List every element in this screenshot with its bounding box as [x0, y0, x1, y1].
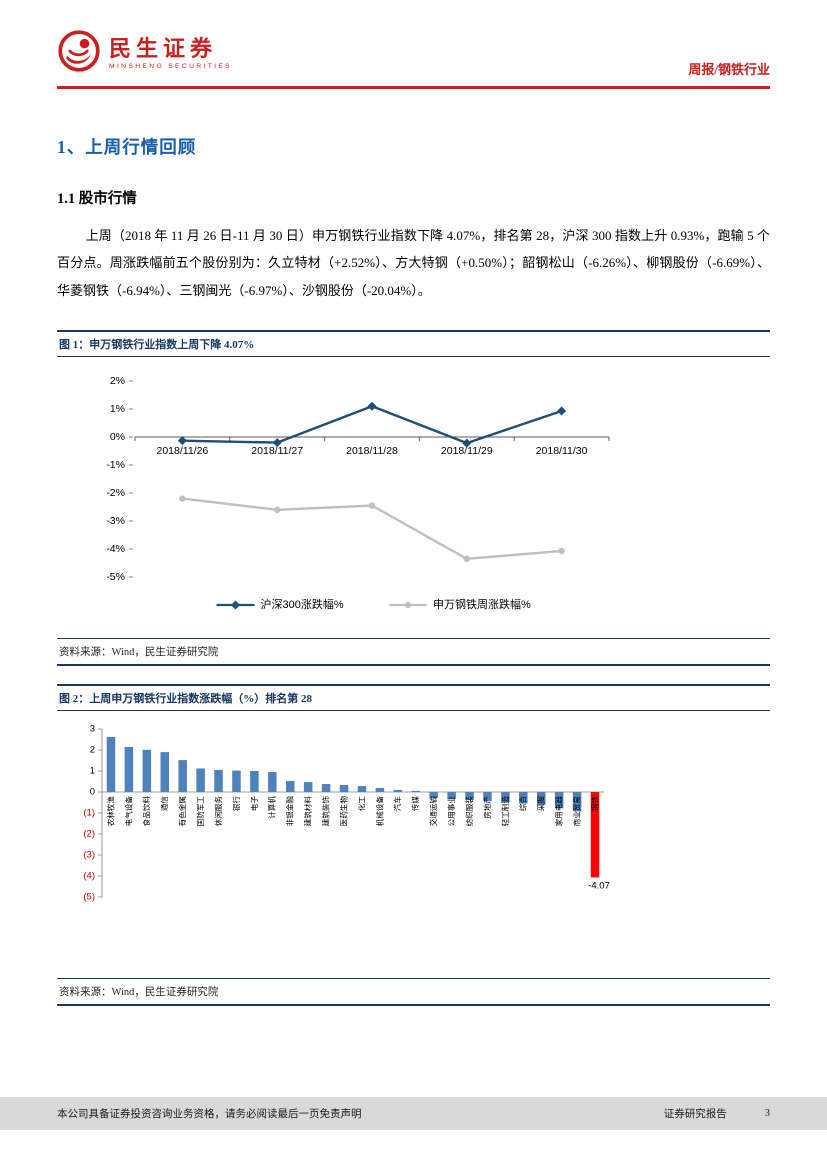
svg-text:化工: 化工: [356, 795, 366, 811]
svg-text:家用电器: 家用电器: [554, 795, 564, 826]
svg-text:-1%: -1%: [106, 459, 125, 471]
minsheng-logo-icon: [57, 29, 101, 78]
svg-text:申万钢铁周涨跌幅%: 申万钢铁周涨跌幅%: [433, 597, 531, 611]
svg-text:1: 1: [90, 765, 95, 776]
minsheng-logo: 民生证券 MINSHENG SECURITIES: [57, 29, 232, 86]
figure1-block: 图 1：申万钢铁行业指数上周下降 4.07% 2% 1% 0% -1% -2% -3% -4…: [57, 329, 770, 666]
svg-text:0%: 0%: [110, 431, 125, 443]
svg-text:房地产: 房地产: [482, 795, 492, 818]
svg-text:纺织服装: 纺织服装: [464, 795, 474, 826]
svg-text:2018/11/29: 2018/11/29: [441, 445, 493, 457]
footer-report-type: 证券研究报告: [663, 1109, 727, 1120]
svg-text:通信: 通信: [159, 795, 169, 811]
figure2-title: 图 2：上周申万钢铁行业指数涨跌幅（%）排名第 28: [57, 683, 770, 711]
svg-text:(3): (3): [83, 849, 95, 860]
section-title: 1、上周行情回顾: [57, 137, 197, 157]
svg-text:3: 3: [90, 723, 95, 734]
bar-chart: 3 2 1 0 (1) (2) (3) (4) (5) 农林牧渔 电气设备 食品饮料 通信 有色金属 国防军…: [83, 723, 610, 902]
svg-text:交通运输: 交通运输: [428, 795, 438, 826]
svg-text:国防军工: 国防军工: [195, 795, 205, 826]
figure2-block: 图 2：上周申万钢铁行业指数涨跌幅（%）排名第 28 3 2 1 0 (1) (2) (3)…: [57, 683, 770, 1006]
svg-text:商业贸易: 商业贸易: [572, 796, 582, 826]
footer-page-number: 3: [764, 1108, 770, 1119]
svg-text:2018/11/30: 2018/11/30: [536, 445, 588, 457]
svg-text:食品饮料: 食品饮料: [141, 795, 151, 826]
svg-text:公用事业: 公用事业: [446, 795, 456, 826]
svg-text:0: 0: [90, 786, 95, 797]
svg-text:-4%: -4%: [106, 543, 125, 555]
figure2-source: 资料来源：Wind，民生证券研究院: [57, 977, 770, 1006]
report-type-label: 周报/钢铁行业: [688, 62, 770, 77]
svg-text:电气设备: 电气设备: [123, 795, 133, 826]
svg-text:-4.07: -4.07: [588, 880, 610, 891]
svg-text:医药生物: 医药生物: [338, 795, 348, 826]
svg-text:机械设备: 机械设备: [374, 795, 384, 826]
subsection-title: 1.1 股市行情: [57, 191, 137, 207]
svg-text:2018/11/28: 2018/11/28: [346, 445, 398, 457]
svg-text:2: 2: [90, 744, 95, 755]
svg-text:电子: 电子: [249, 795, 259, 811]
svg-text:计算机: 计算机: [267, 795, 277, 818]
logo-text-block: 民生证券 MINSHENG SECURITIES: [109, 37, 232, 70]
svg-text:钢铁: 钢铁: [589, 795, 599, 811]
svg-text:沪深300涨跌幅%: 沪深300涨跌幅%: [261, 597, 344, 611]
svg-text:1%: 1%: [110, 403, 125, 415]
footer-disclaimer: 本公司具备证券投资咨询业务资格，请务必阅读最后一页免责声明: [57, 1109, 362, 1120]
report-header: 民生证券 MINSHENG SECURITIES 周报/钢铁行业: [57, 24, 770, 89]
svg-text:(2): (2): [83, 828, 95, 839]
figure1-chart-area: 2% 1% 0% -1% -2% -3% -4% -5% 2018/11/26 2018/11/2…: [57, 357, 770, 624]
svg-text:-2%: -2%: [106, 487, 125, 499]
svg-text:银行: 银行: [231, 795, 241, 811]
page-footer: 本公司具备证券投资咨询业务资格，请务必阅读最后一页免责声明 证券研究报告 3: [0, 1097, 827, 1130]
svg-text:休闲服务: 休闲服务: [213, 795, 223, 826]
footer-right-block: 证券研究报告 3: [664, 1106, 770, 1121]
svg-text:(1): (1): [83, 807, 95, 818]
svg-text:(5): (5): [83, 891, 95, 902]
svg-text:轻工制造: 轻工制造: [500, 795, 510, 826]
svg-text:传媒: 传媒: [410, 795, 420, 811]
svg-text:-3%: -3%: [106, 515, 125, 527]
svg-text:(4): (4): [83, 870, 95, 881]
svg-text:建筑装饰: 建筑装饰: [321, 795, 331, 826]
svg-text:2%: 2%: [110, 375, 125, 387]
svg-text:采掘: 采掘: [536, 795, 546, 811]
svg-text:综合: 综合: [518, 795, 528, 811]
figure1-source: 资料来源：Wind，民生证券研究院: [57, 637, 770, 666]
logo-text-cn: 民生证券: [109, 35, 218, 61]
svg-text:非银金融: 非银金融: [285, 795, 295, 826]
svg-text:汽车: 汽车: [392, 795, 402, 811]
logo-text-en: MINSHENG SECURITIES: [109, 62, 233, 70]
svg-text:-5%: -5%: [106, 571, 125, 583]
body-paragraph: 上周（2018 年 11 月 26 日-11 月 30 日）申万钢铁行业指数下降…: [57, 228, 770, 298]
svg-text:有色金属: 有色金属: [177, 796, 187, 826]
figure2-chart-area: 3 2 1 0 (1) (2) (3) (4) (5) 农林牧渔 电气设备 食品饮料 通信 有色金属 国防军…: [57, 711, 770, 920]
svg-text:建筑材料: 建筑材料: [303, 795, 313, 826]
line-chart: 2% 1% 0% -1% -2% -3% -4% -5% 2018/11/26 2018/11/2…: [106, 375, 610, 611]
svg-text:2018/11/26: 2018/11/26: [157, 445, 209, 457]
svg-text:2018/11/27: 2018/11/27: [251, 445, 303, 457]
figure1-title: 图 1：申万钢铁行业指数上周下降 4.07%: [57, 329, 770, 357]
svg-text:农林牧渔: 农林牧渔: [105, 795, 115, 826]
